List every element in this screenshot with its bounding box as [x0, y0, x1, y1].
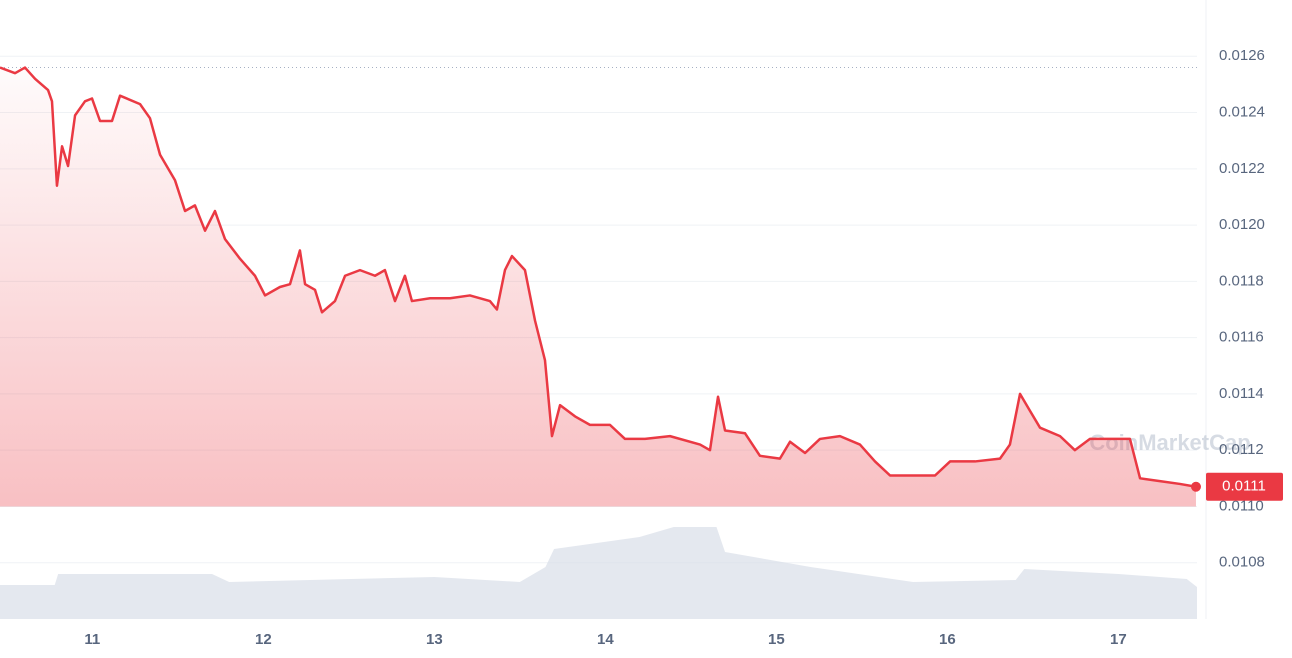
volume-area	[0, 527, 1197, 619]
price-line	[0, 66, 1197, 488]
last-price-label: 0.0111	[1222, 478, 1266, 495]
x-tick-label: 16	[939, 631, 956, 648]
y-tick-label: 0.0118	[1219, 272, 1264, 289]
y-tick-label: 0.0108	[1219, 554, 1265, 571]
y-tick-label: 0.0122	[1219, 160, 1265, 177]
y-tick-label: 0.0116	[1219, 329, 1264, 346]
x-tick-label: 14	[597, 631, 614, 648]
x-tick-label: 13	[426, 631, 443, 648]
y-tick-label: 0.0126	[1219, 47, 1265, 64]
last-point	[1190, 481, 1201, 492]
price-area	[0, 67, 1196, 507]
y-tick-label: 0.0124	[1219, 104, 1265, 121]
y-tick-label: 0.0114	[1219, 385, 1264, 402]
last-price-box	[1206, 472, 1283, 501]
x-tick-label: 17	[1110, 631, 1127, 648]
y-tick-label: 0.0120	[1219, 216, 1265, 233]
y-tick-label: 0.0110	[1219, 497, 1264, 514]
x-tick-label: 11	[84, 631, 100, 648]
y-tick-label: 0.0112	[1219, 441, 1264, 458]
x-tick-label: 12	[255, 631, 272, 648]
x-tick-label: 15	[768, 631, 785, 648]
